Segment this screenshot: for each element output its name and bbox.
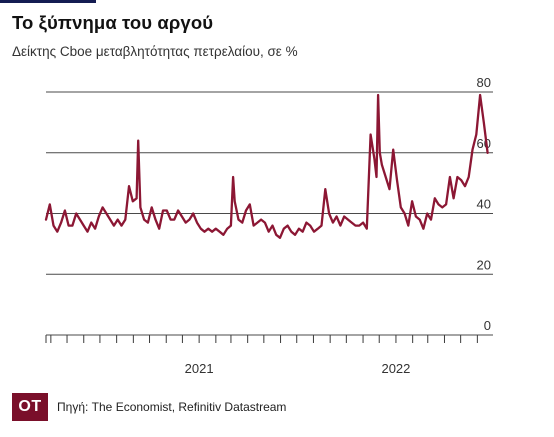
y-tick-label-0: 0 <box>484 318 491 333</box>
y-tick-label-80: 80 <box>477 75 491 90</box>
y-tick-label-20: 20 <box>477 257 491 272</box>
x-tick-label-2022: 2022 <box>381 361 410 376</box>
chart-title: Το ξύπνημα του αργού <box>12 12 214 33</box>
y-tick-label-60: 60 <box>477 136 491 151</box>
source-note: Πηγή: The Economist, Refinitiv Datastrea… <box>57 400 287 414</box>
series-line-oil-vix <box>44 93 489 239</box>
y-tick-label-40: 40 <box>477 197 491 212</box>
footer: OT Πηγή: The Economist, Refinitiv Datast… <box>12 393 286 421</box>
chart-subtitle: Δείκτης Cboe μεταβλητότητας πετρελαίου, … <box>12 44 298 59</box>
header-accent-bar <box>0 0 96 3</box>
publisher-logo: OT <box>12 393 48 421</box>
x-tick-label-2021: 2021 <box>185 361 214 376</box>
